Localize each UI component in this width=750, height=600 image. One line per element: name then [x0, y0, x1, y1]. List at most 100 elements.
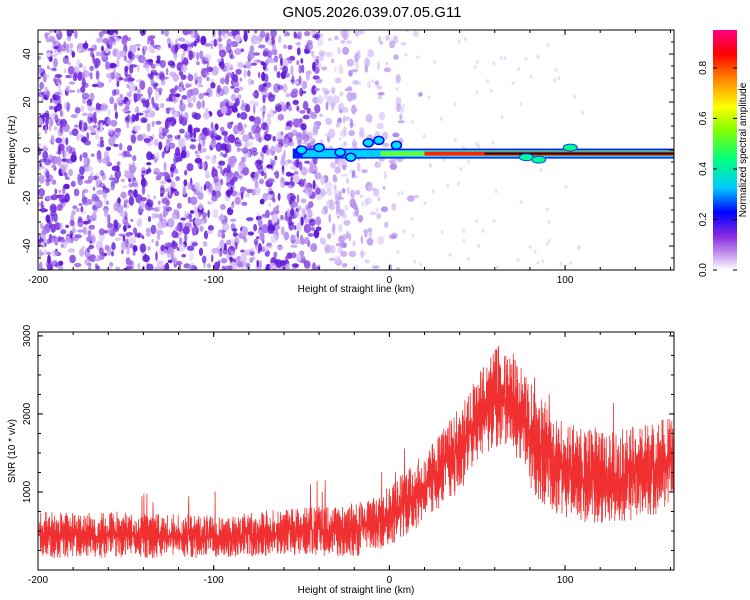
noise-speckle — [273, 251, 278, 258]
noise-speckle — [45, 170, 50, 179]
noise-speckle — [74, 234, 83, 239]
noise-speckle — [136, 232, 143, 239]
noise-speckle — [262, 94, 266, 104]
noise-speckle — [159, 60, 166, 68]
noise-speckle — [321, 66, 328, 71]
noise-speckle — [155, 240, 159, 247]
noise-speckle — [274, 155, 278, 161]
noise-speckle — [66, 43, 70, 54]
noise-speckle — [218, 250, 223, 258]
noise-speckle — [38, 66, 43, 75]
noise-speckle — [295, 132, 302, 137]
noise-speckle — [400, 42, 407, 46]
noise-speckle-faint — [427, 95, 431, 100]
noise-speckle — [52, 94, 56, 99]
noise-speckle-faint — [492, 218, 496, 223]
noise-speckle — [349, 118, 354, 129]
noise-speckle — [168, 43, 172, 49]
noise-speckle-faint — [524, 56, 528, 61]
noise-speckle — [230, 85, 235, 89]
noise-speckle — [252, 92, 257, 97]
noise-speckle — [164, 30, 169, 37]
noise-speckle — [290, 244, 298, 248]
noise-speckle — [93, 200, 100, 206]
noise-speckle — [219, 126, 225, 132]
noise-speckle — [364, 57, 370, 68]
noise-speckle — [48, 105, 55, 110]
noise-speckle — [320, 237, 323, 244]
noise-speckle — [295, 158, 300, 169]
noise-speckle — [246, 188, 253, 194]
noise-speckle — [253, 186, 261, 196]
snr-ytick-label: 2000 — [22, 402, 33, 425]
noise-speckle-faint — [400, 106, 404, 111]
noise-speckle — [70, 154, 77, 163]
noise-speckle — [202, 147, 207, 153]
signal-blob — [295, 145, 308, 155]
noise-speckle — [242, 166, 249, 176]
noise-speckle — [157, 221, 164, 229]
noise-speckle — [199, 225, 204, 232]
noise-speckle — [344, 204, 349, 211]
noise-speckle — [145, 231, 151, 237]
noise-speckle — [346, 178, 349, 184]
noise-speckle — [174, 255, 177, 265]
noise-speckle — [199, 150, 203, 154]
noise-speckle — [170, 253, 175, 263]
noise-speckle — [122, 185, 128, 189]
noise-speckle — [337, 103, 343, 110]
noise-speckle — [207, 230, 213, 235]
noise-speckle — [396, 266, 400, 270]
noise-speckle — [124, 65, 129, 72]
noise-speckle — [236, 255, 242, 261]
noise-speckle — [189, 144, 196, 150]
noise-speckle — [159, 73, 165, 81]
noise-speckle-faint — [489, 88, 493, 93]
noise-speckle — [314, 220, 322, 224]
noise-speckle — [128, 189, 132, 193]
noise-speckle — [93, 195, 100, 203]
noise-speckle — [341, 161, 348, 166]
noise-speckle — [178, 137, 186, 148]
noise-speckle — [146, 263, 154, 270]
noise-speckle — [296, 60, 300, 66]
noise-speckle — [167, 218, 175, 228]
noise-speckle — [240, 249, 245, 253]
noise-speckle — [69, 219, 75, 227]
noise-speckle — [367, 227, 373, 233]
noise-speckle — [121, 249, 124, 255]
noise-speckle — [201, 212, 208, 219]
noise-speckle — [108, 78, 112, 83]
noise-speckle — [166, 37, 170, 44]
noise-speckle — [310, 243, 318, 252]
noise-speckle — [74, 262, 82, 268]
noise-speckle-faint — [457, 181, 460, 186]
noise-speckle — [155, 120, 162, 125]
noise-speckle — [170, 62, 176, 69]
noise-speckle — [339, 241, 347, 248]
noise-speckle — [147, 216, 152, 223]
noise-speckle — [142, 63, 150, 69]
noise-speckle — [46, 251, 52, 256]
noise-speckle — [276, 71, 281, 79]
noise-speckle — [300, 166, 308, 176]
noise-speckle — [196, 61, 200, 66]
noise-speckle — [113, 219, 119, 229]
noise-speckle — [128, 178, 132, 183]
noise-speckle — [262, 110, 265, 119]
noise-speckle — [40, 98, 45, 102]
noise-speckle — [206, 65, 209, 75]
noise-speckle — [100, 102, 108, 112]
noise-speckle — [154, 91, 160, 101]
noise-speckle-faint — [462, 228, 466, 233]
noise-speckle — [245, 104, 251, 113]
noise-speckle — [120, 241, 128, 250]
noise-speckle — [125, 154, 133, 158]
noise-speckle — [259, 178, 264, 185]
noise-speckle — [332, 223, 336, 233]
colorbar-tick-label: 0.6 — [698, 111, 709, 125]
noise-speckle-faint — [453, 102, 457, 107]
noise-speckle — [352, 264, 359, 270]
noise-speckle — [178, 102, 186, 112]
